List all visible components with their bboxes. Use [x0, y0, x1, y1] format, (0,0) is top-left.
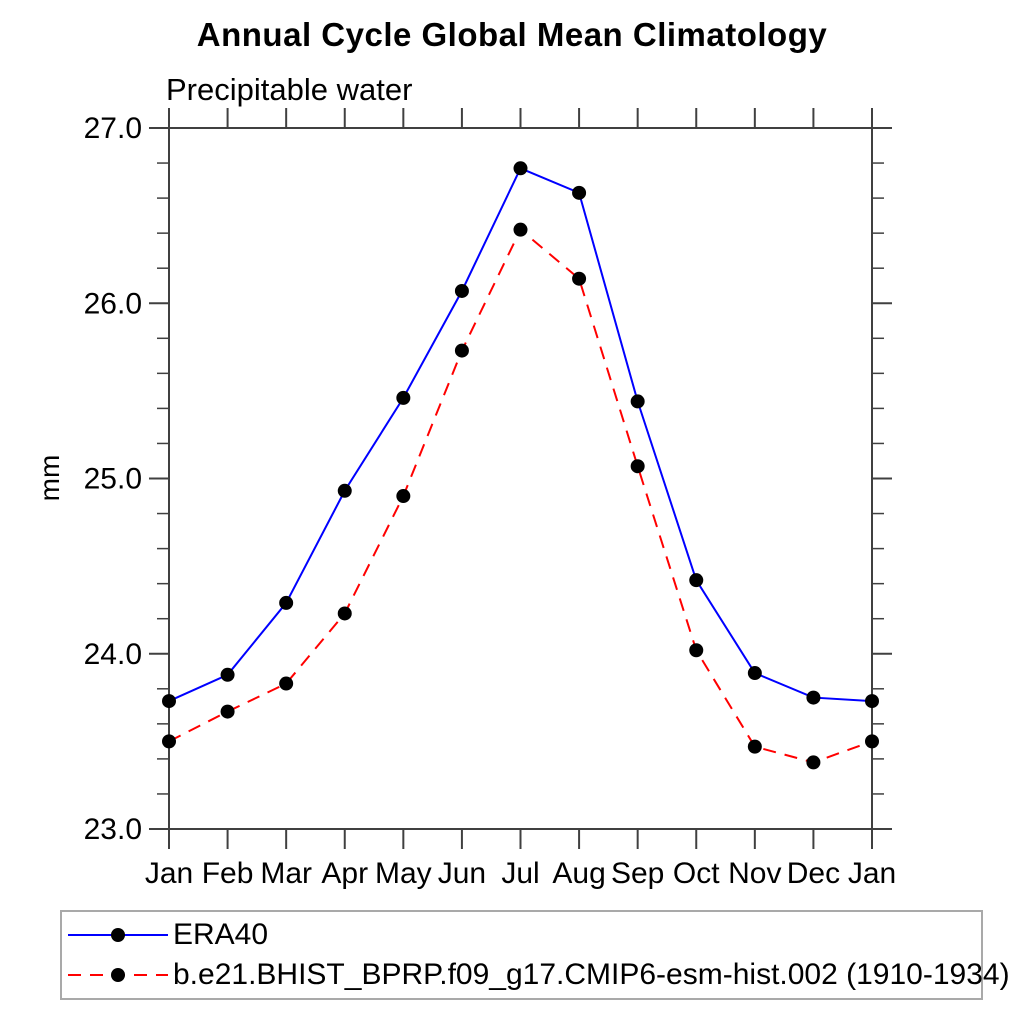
y-tick-label: 27.0	[84, 112, 142, 145]
data-point-marker-0	[865, 694, 879, 709]
x-tick-label: Aug	[552, 857, 605, 890]
data-point-marker-0	[396, 390, 411, 405]
data-point-marker-1	[806, 755, 821, 770]
x-tick-label: Dec	[787, 857, 840, 890]
data-point-marker-0	[747, 666, 762, 681]
y-tick-label: 26.0	[84, 287, 142, 320]
data-point-marker-1	[513, 222, 528, 237]
legend-item-model: b.e21.BHIST_BPRP.f09_g17.CMIP6-esm-hist.…	[67, 958, 1010, 992]
legend-label-model: b.e21.BHIST_BPRP.f09_g17.CMIP6-esm-hist.…	[173, 958, 1010, 991]
x-tick-label: Feb	[202, 857, 254, 890]
era40-line-swatch	[68, 928, 168, 942]
data-point-marker-0	[513, 161, 528, 176]
data-point-marker-1	[572, 271, 587, 286]
data-point-marker-1	[630, 459, 645, 474]
x-tick-label: Oct	[673, 857, 720, 890]
data-point-marker-0	[337, 483, 352, 498]
data-point-marker-1	[279, 676, 294, 691]
x-tick-label: Jul	[501, 857, 539, 890]
x-tick-label: Jun	[438, 857, 486, 890]
model-line-swatch	[68, 968, 168, 982]
x-tick-label: Sep	[611, 857, 664, 890]
x-tick-label: May	[375, 857, 432, 890]
data-point-marker-1	[865, 734, 879, 749]
x-tick-label: Jan	[848, 857, 896, 890]
data-point-marker-1	[337, 606, 352, 621]
x-tick-label: Nov	[728, 857, 781, 890]
data-point-marker-0	[806, 690, 821, 705]
data-point-marker-0	[220, 667, 235, 682]
data-point-marker-1	[747, 739, 762, 754]
data-point-marker-1	[689, 643, 704, 658]
data-point-marker-0	[630, 394, 645, 409]
data-point-marker-1	[162, 734, 176, 749]
data-point-marker-0	[454, 283, 469, 298]
data-point-marker-1	[454, 343, 469, 358]
chart-title: Annual Cycle Global Mean Climatology	[196, 16, 828, 53]
legend-marker-dot	[111, 928, 125, 942]
series-line-1	[168, 228, 873, 764]
data-point-marker-1	[396, 489, 411, 504]
data-point-marker-1	[220, 704, 235, 719]
data-point-marker-0	[689, 573, 704, 588]
data-point-marker-0	[279, 595, 294, 610]
legend-marker-dot	[111, 968, 125, 982]
x-tick-label: Mar	[260, 857, 312, 890]
y-tick-label: 25.0	[84, 463, 142, 496]
data-point-marker-0	[162, 694, 176, 709]
legend-label-era40: ERA40	[173, 918, 269, 951]
chart-subtitle: Precipitable water	[166, 72, 413, 107]
x-tick-label: Apr	[321, 857, 368, 890]
legend-box: ERA40 b.e21.BHIST_BPRP.f09_g17.CMIP6-esm…	[60, 910, 1010, 1000]
x-tick-label: Jan	[145, 857, 193, 890]
data-point-marker-0	[572, 185, 587, 200]
y-tick-label: 23.0	[84, 813, 142, 846]
y-tick-label: 24.0	[84, 638, 142, 671]
legend-item-era40: ERA40	[67, 918, 981, 952]
series-line-0	[168, 167, 873, 703]
